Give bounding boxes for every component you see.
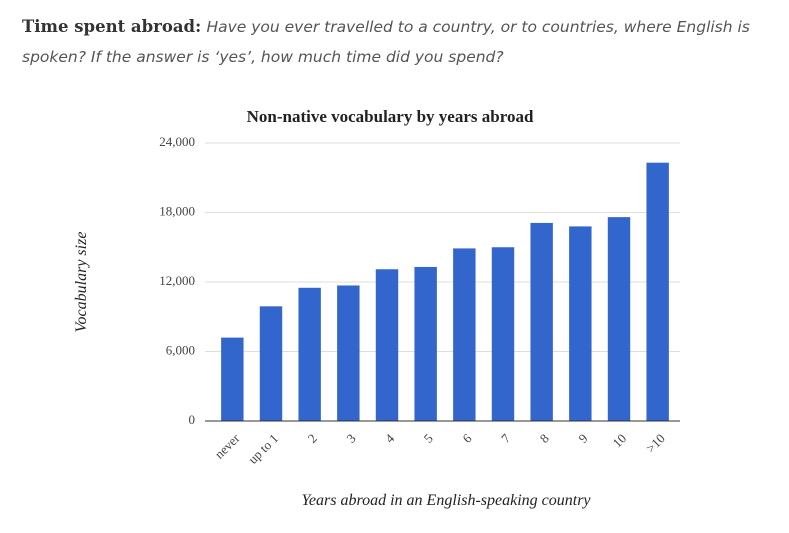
bar [221, 337, 244, 421]
bar [375, 269, 399, 421]
x-tick-label: 5 [421, 431, 436, 446]
bar [298, 287, 321, 421]
x-axis-label: Years abroad in an English-speaking coun… [301, 492, 591, 509]
y-tick-label: 24,000 [159, 134, 195, 149]
bar [646, 162, 669, 422]
bar [569, 226, 592, 421]
header: Time spent abroad: Have you ever travell… [22, 12, 772, 72]
header-question: Have you ever travelled to a country, or… [22, 18, 750, 66]
bar [491, 247, 515, 421]
x-tick-label: 3 [343, 431, 358, 446]
x-tick-label: never [212, 430, 243, 461]
x-tick-label: 9 [575, 431, 590, 446]
x-tick-label: >10 [643, 431, 668, 456]
bar [414, 266, 437, 421]
x-tick-label: 10 [609, 431, 629, 451]
x-tick-label: up to 1 [245, 431, 281, 467]
x-tick-label: 4 [382, 430, 398, 446]
bar [453, 248, 476, 421]
chart-title: Non-native vocabulary by years abroad [247, 107, 534, 126]
x-tick-label: 8 [537, 431, 552, 446]
x-tick-label: 2 [305, 431, 320, 446]
y-tick-label: 18,000 [159, 203, 195, 218]
x-tick-label: 7 [498, 430, 514, 446]
bar [607, 217, 631, 421]
bar [337, 285, 360, 421]
header-lead: Time spent abroad: [22, 17, 202, 36]
bar [530, 222, 553, 421]
y-axis-label: Vocabulary size [73, 232, 90, 333]
y-tick-label: 6,000 [166, 342, 195, 357]
x-tick-label: 6 [459, 430, 475, 446]
bar [259, 306, 283, 421]
y-tick-label: 12,000 [159, 273, 195, 288]
y-tick-label: 0 [189, 412, 196, 427]
